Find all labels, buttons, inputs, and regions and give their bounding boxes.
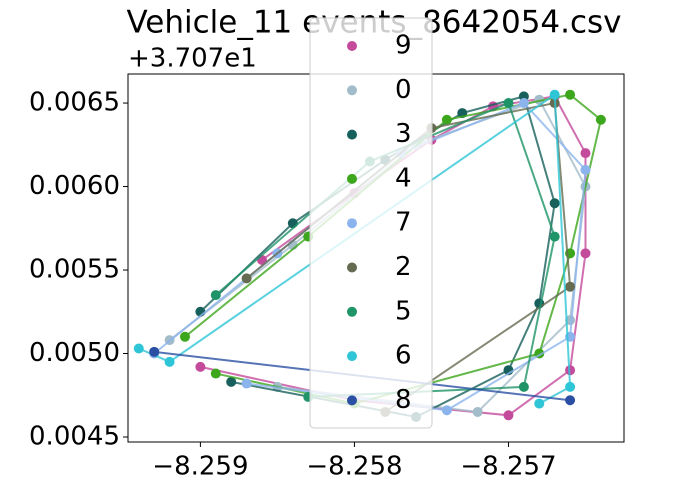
- legend-box: [309, 17, 433, 429]
- point: [549, 198, 560, 209]
- point: [595, 114, 606, 125]
- legend-marker: [347, 129, 357, 140]
- legend: 9 0 3 4 7 2 5 6 8: [309, 17, 433, 429]
- y-tick-label: 0.0050: [29, 338, 120, 368]
- point: [195, 361, 206, 372]
- point: [580, 148, 591, 159]
- point: [241, 273, 252, 284]
- legend-label: 4: [395, 163, 412, 193]
- y-tick-label: 0.0060: [29, 171, 120, 201]
- point: [226, 376, 237, 387]
- point: [241, 378, 252, 389]
- x-tick-label: −8.259: [152, 452, 248, 482]
- legend-marker: [347, 395, 357, 406]
- point: [472, 406, 483, 417]
- legend-marker: [347, 351, 357, 362]
- point: [503, 98, 514, 109]
- point: [580, 248, 591, 259]
- point: [565, 381, 576, 392]
- point: [503, 410, 514, 421]
- legend-label: 9: [395, 31, 412, 61]
- y-tick-label: 0.0045: [29, 421, 120, 451]
- point: [210, 368, 221, 379]
- point: [565, 89, 576, 100]
- x-tick-label: −8.257: [460, 452, 556, 482]
- legend-label: 6: [395, 341, 412, 371]
- point: [518, 98, 529, 109]
- offset-label: +3.707e1: [128, 44, 257, 74]
- point: [565, 281, 576, 292]
- x-tick-label: −8.258: [306, 452, 402, 482]
- point: [580, 164, 591, 175]
- legend-label: 3: [395, 119, 412, 149]
- legend-label: 2: [395, 252, 412, 282]
- y-tick-label: 0.0055: [29, 255, 120, 285]
- point: [565, 395, 576, 406]
- legend-marker: [347, 85, 357, 96]
- legend-marker: [347, 41, 357, 51]
- point: [549, 231, 560, 242]
- legend-marker: [347, 306, 357, 317]
- point: [441, 405, 452, 416]
- legend-label: 8: [395, 385, 412, 415]
- legend-label: 0: [395, 75, 412, 105]
- legend-marker: [347, 218, 357, 229]
- point: [518, 381, 529, 392]
- legend-label: 5: [395, 296, 412, 326]
- point: [164, 356, 175, 367]
- point: [210, 290, 221, 301]
- point: [534, 398, 545, 409]
- legend-marker: [347, 173, 357, 184]
- point: [179, 331, 190, 342]
- legend-label: 7: [395, 208, 412, 238]
- point: [549, 89, 560, 100]
- point: [149, 346, 160, 357]
- y-tick-label: 0.0065: [29, 88, 120, 118]
- point: [133, 343, 144, 354]
- point: [441, 114, 452, 125]
- legend-marker: [347, 262, 357, 273]
- point: [287, 218, 298, 229]
